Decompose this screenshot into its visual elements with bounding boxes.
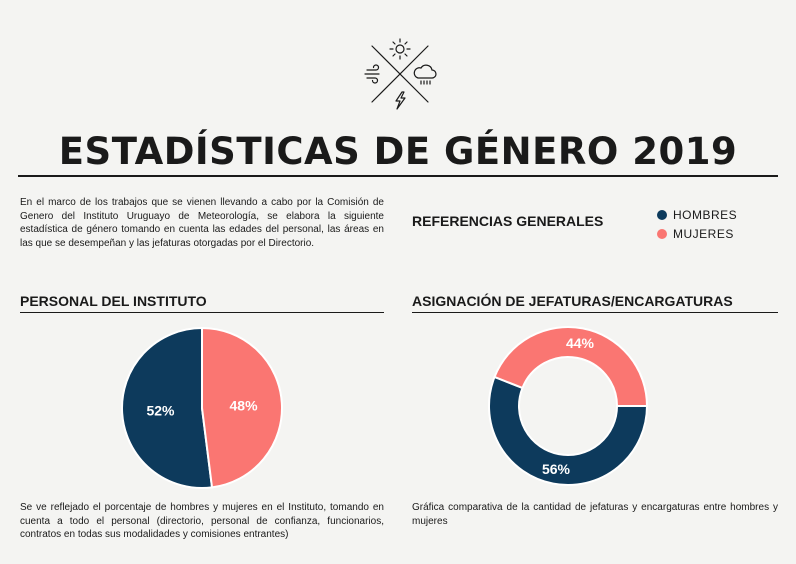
caption-personal: Se ve reflejado el porcentaje de hombres… [20,502,384,540]
chart1-slice-mujeres [493,326,649,407]
chart0-slice-hombres [121,326,214,489]
title-divider [18,175,778,177]
lightning-icon [395,91,406,110]
references-title: REFERENCIAS GENERALES [412,213,604,229]
chart0-label-hombres: 52% [146,403,175,419]
chart1-label-hombres: 56% [542,461,571,477]
chart0-label-mujeres: 48% [230,397,259,413]
weather-logo [364,38,437,110]
chart0-slice-mujeres [201,326,283,489]
jefaturas-donut-chart: 56% 44% [488,326,649,486]
sun-icon [389,38,411,60]
personal-pie-chart: 52% 48% [121,326,283,489]
rain-cloud-icon [413,64,437,85]
wind-icon [364,64,380,84]
section-divider-jefaturas [412,312,778,314]
section-divider-personal [20,312,384,314]
legend: HOMBRES MUJERES [657,205,737,243]
page-title: ESTADÍSTICAS DE GÉNERO 2019 [58,130,738,173]
legend-swatch-hombres [657,209,667,220]
legend-label-mujeres: MUJERES [673,226,734,241]
legend-label-hombres: HOMBRES [673,207,738,222]
section-title-jefaturas: ASIGNACIÓN DE JEFATURAS/ENCARGATURAS [412,293,733,309]
caption-jefaturas: Gráfica comparativa de la cantidad de je… [412,502,778,527]
legend-item-hombres: HOMBRES [657,205,737,224]
section-title-personal: PERSONAL DEL INSTITUTO [20,293,207,309]
chart1-label-mujeres: 44% [566,335,595,351]
chart1-slice-hombres [488,375,649,486]
intro-paragraph: En el marco de los trabajos que se viene… [20,197,384,249]
legend-swatch-mujeres [657,228,667,239]
legend-item-mujeres: MUJERES [657,224,737,243]
